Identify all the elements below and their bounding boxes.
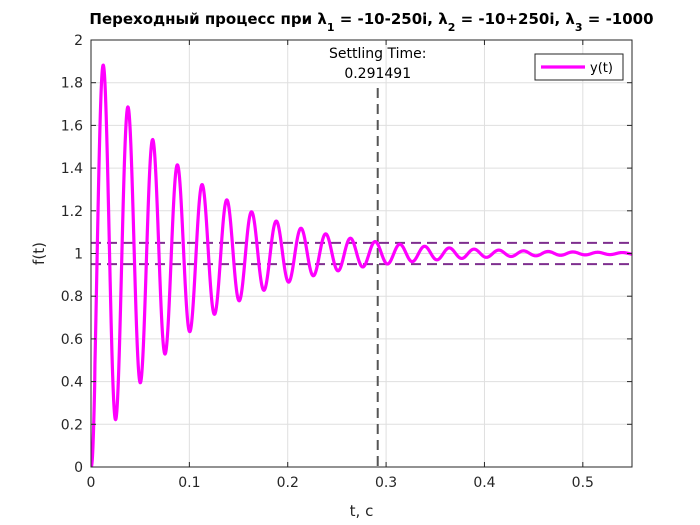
y-tick-label: 1.6 (61, 118, 83, 134)
x-tick-label: 0.4 (473, 475, 495, 491)
title-part: = -10-250i, λ (335, 10, 449, 28)
x-tick-label: 0 (87, 475, 96, 491)
settling-time-value: 0.291491 (344, 66, 411, 82)
axis-ticks: 0 0.1 0.2 0.3 0.4 0.5 0 0.2 0.4 0.6 0.8 1 1.2 1.4 1.6 1… (61, 33, 632, 491)
title-part: = -10+250i, λ (455, 10, 575, 28)
title-part: = -1000 (583, 10, 654, 28)
y-axis-label: f(t) (30, 242, 48, 265)
title-subscript: 3 (575, 21, 583, 34)
y-tick-label: 1.8 (61, 76, 83, 92)
y-tick-label: 1.2 (61, 204, 83, 220)
chart-title: Переходный процесс при λ1 = -10-250i, λ2… (89, 10, 653, 34)
legend: y(t) (534, 53, 624, 81)
series-line-y(t) (91, 63, 632, 467)
x-tick-label: 0.2 (277, 475, 299, 491)
x-axis-label: t, c (350, 502, 374, 520)
y-tick-label: 0.6 (61, 332, 83, 348)
title-subscript: 1 (327, 21, 335, 34)
y-tick-label: 1 (74, 247, 83, 263)
y-tick-label: 1.4 (61, 161, 83, 177)
settling-time-label: Settling Time: (329, 46, 426, 62)
x-tick-label: 0.1 (178, 475, 200, 491)
y-tick-label: 2 (74, 33, 83, 49)
plot-content (91, 63, 632, 467)
title-subscript: 2 (448, 21, 456, 34)
y-tick-label: 0.4 (61, 375, 83, 391)
x-tick-label: 0.3 (375, 475, 397, 491)
y-tick-label: 0.2 (61, 417, 83, 433)
legend-label: y(t) (590, 61, 613, 76)
x-tick-label: 0.5 (572, 475, 594, 491)
title-part: Переходный процесс при λ (89, 10, 327, 28)
settling-time-annotation: Settling Time: 0.291491 (329, 46, 426, 82)
y-tick-label: 0.8 (61, 289, 83, 305)
y-tick-label: 0 (74, 460, 83, 476)
